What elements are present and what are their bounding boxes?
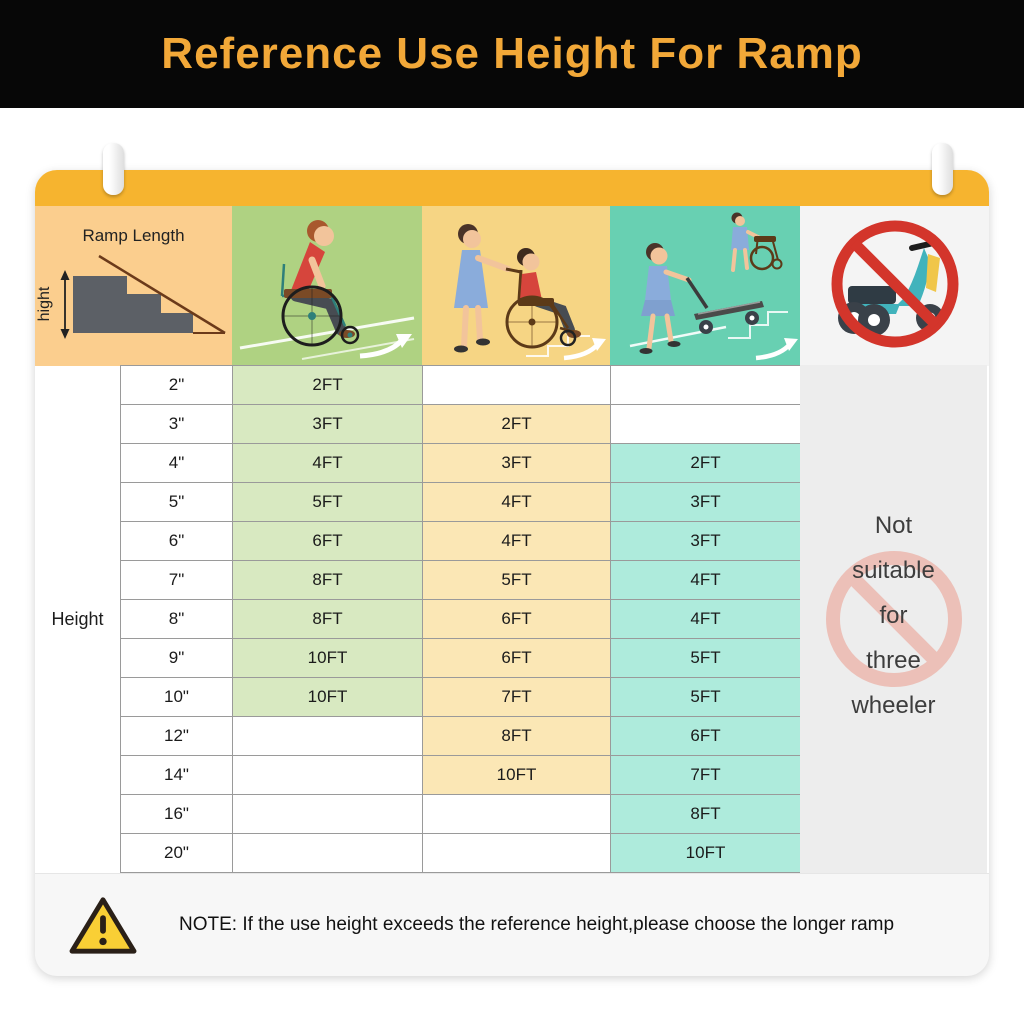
not-suitable-line: wheeler xyxy=(851,692,936,719)
table-cell-height: 20" xyxy=(121,834,233,873)
table-cell-cargo xyxy=(611,405,801,444)
height-axis-label: hight xyxy=(36,286,53,321)
table-cell-assisted: 4FT xyxy=(423,483,611,522)
table-cell-self: 3FT xyxy=(233,405,423,444)
note-text: NOTE: If the use height exceeds the refe… xyxy=(179,914,895,935)
table-cell-self xyxy=(233,717,423,756)
table-cell-cargo: 6FT xyxy=(611,717,801,756)
table-cell-height: 10" xyxy=(121,678,233,717)
table-cell-assisted: 7FT xyxy=(423,678,611,717)
wheelchair-assisted-header-cell xyxy=(422,206,610,366)
table-cell-assisted: 5FT xyxy=(423,561,611,600)
not-suitable-line: three xyxy=(866,647,921,674)
no-scooter-header-cell xyxy=(800,206,989,366)
not-suitable-panel: Not suitable for three wheeler xyxy=(800,365,987,873)
table-cell-cargo: 7FT xyxy=(611,756,801,795)
hand-truck-header-cell xyxy=(610,206,800,366)
reference-table: Height 2" 2FT 3" 3FT 2FT 4" 4FT 3FT 2FT 5" 5FT 4FT 3… xyxy=(35,365,989,873)
pin-icon xyxy=(932,143,953,195)
table-cell-assisted: 6FT xyxy=(423,639,611,678)
card-top-strip xyxy=(35,170,989,206)
not-suitable-line: for xyxy=(879,602,908,629)
table-cell-height: 6" xyxy=(121,522,233,561)
table-cell-self: 8FT xyxy=(233,600,423,639)
table-cell-self xyxy=(233,756,423,795)
no-scooter-icon xyxy=(831,220,959,348)
table-cell-height: 5" xyxy=(121,483,233,522)
banner: Reference Use Height For Ramp xyxy=(0,0,1024,108)
table-cell-self: 10FT xyxy=(233,639,423,678)
table-cell-assisted: 2FT xyxy=(423,405,611,444)
wheelchair-self-header-cell xyxy=(232,206,422,366)
ramp-length-header-cell: Ramp Length hight xyxy=(35,206,232,366)
ramp-table: 2" 2FT 3" 3FT 2FT 4" 4FT 3FT 2FT 5" 5FT 4FT 3FT 6" 6FT… xyxy=(120,365,801,873)
table-cell-cargo: 3FT xyxy=(611,483,801,522)
wheelchair-self-icon xyxy=(239,220,415,360)
table-cell-cargo: 5FT xyxy=(611,639,801,678)
pin-icon xyxy=(103,143,124,195)
caregiver-pushing-wheelchair-icon xyxy=(454,224,606,361)
table-cell-cargo: 3FT xyxy=(611,522,801,561)
table-cell-self: 10FT xyxy=(233,678,423,717)
table-cell-self: 4FT xyxy=(233,444,423,483)
table-cell-cargo: 5FT xyxy=(611,678,801,717)
table-cell-self: 6FT xyxy=(233,522,423,561)
table-cell-self xyxy=(233,834,423,873)
reference-card: Ramp Length hight xyxy=(35,143,989,976)
stairs-ramp-diagram-icon: hight xyxy=(36,254,226,339)
table-cell-height: 4" xyxy=(121,444,233,483)
table-cell-self: 2FT xyxy=(233,366,423,405)
not-suitable-line: Not xyxy=(874,512,913,539)
table-cell-self: 5FT xyxy=(233,483,423,522)
table-cell-self xyxy=(233,795,423,834)
note-bar: NOTE: If the use height exceeds the refe… xyxy=(35,873,989,976)
table-cell-assisted: 8FT xyxy=(423,717,611,756)
header-row: Ramp Length hight xyxy=(35,206,989,366)
table-cell-cargo: 2FT xyxy=(611,444,801,483)
table-cell-self: 8FT xyxy=(233,561,423,600)
person-pushing-hand-truck-icon xyxy=(629,212,798,361)
table-cell-cargo: 4FT xyxy=(611,561,801,600)
ramp-length-label: Ramp Length xyxy=(82,226,185,245)
table-cell-height: 16" xyxy=(121,795,233,834)
page-title: Reference Use Height For Ramp xyxy=(161,29,863,78)
table-cell-assisted xyxy=(423,366,611,405)
table-cell-assisted: 10FT xyxy=(423,756,611,795)
warning-triangle-icon xyxy=(67,893,139,957)
table-cell-height: 9" xyxy=(121,639,233,678)
height-row-label: Height xyxy=(51,608,104,629)
table-cell-cargo xyxy=(611,366,801,405)
table-cell-cargo: 4FT xyxy=(611,600,801,639)
table-cell-height: 8" xyxy=(121,600,233,639)
table-cell-height: 2" xyxy=(121,366,233,405)
table-cell-height: 12" xyxy=(121,717,233,756)
table-cell-assisted: 6FT xyxy=(423,600,611,639)
table-cell-assisted: 3FT xyxy=(423,444,611,483)
table-cell-assisted: 4FT xyxy=(423,522,611,561)
table-cell-cargo: 8FT xyxy=(611,795,801,834)
table-cell-height: 14" xyxy=(121,756,233,795)
not-suitable-text: Not suitable for three wheeler xyxy=(800,365,987,728)
table-cell-assisted xyxy=(423,834,611,873)
table-cell-height: 3" xyxy=(121,405,233,444)
not-suitable-line: suitable xyxy=(852,557,935,584)
table-cell-height: 7" xyxy=(121,561,233,600)
table-cell-cargo: 10FT xyxy=(611,834,801,873)
table-cell-assisted xyxy=(423,795,611,834)
